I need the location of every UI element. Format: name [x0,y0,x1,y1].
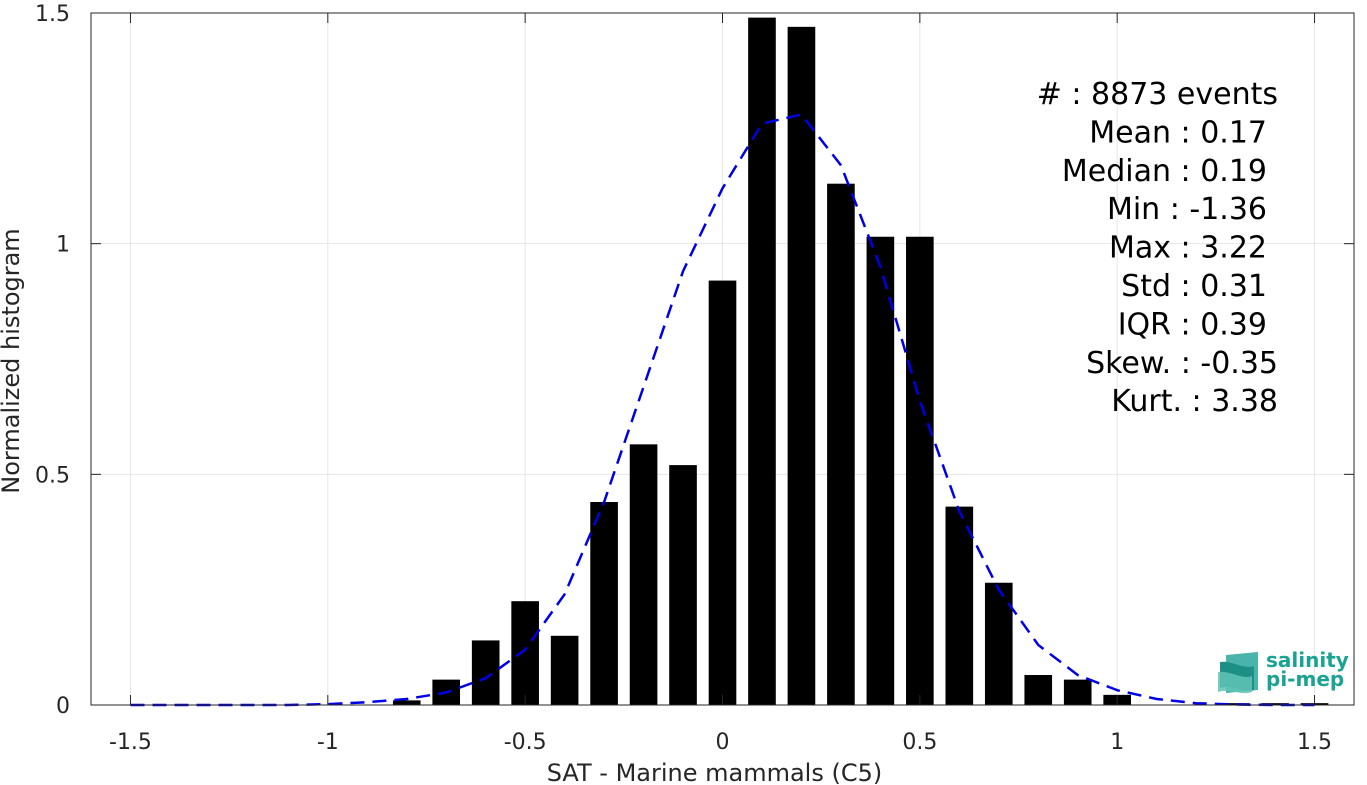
x-tick-label: 1.5 [1297,730,1332,755]
x-tick-label: -1.5 [109,730,152,755]
x-tick-labels: -1.5 -1 -0.5 0 0.5 1 1.5 [109,730,1332,755]
histogram-bar [748,17,776,705]
x-axis-title: SAT - Marine mammals (C5) [547,759,882,785]
histogram-bar [827,183,855,705]
x-tick-label: -1 [317,730,339,755]
x-tick-label: 1 [1110,730,1124,755]
stats-line: IQR : 0.39 [1118,307,1267,342]
salinity-wave-logo-icon [1218,652,1258,694]
histogram-bar [471,640,500,705]
y-tick-label: 0 [56,694,70,719]
stats-line: # : 8873 events [1037,77,1278,112]
y-tick-label: 1 [56,233,70,258]
histogram-bar [708,280,737,705]
y-tick-labels: 0 0.5 1 1.5 [35,2,70,719]
stats-line: Skew. : -0.35 [1086,346,1278,381]
x-tick-label: 0.5 [902,730,937,755]
histogram-bar [590,502,618,705]
histogram-bar [1024,675,1053,705]
y-tick-label: 1.5 [35,2,70,27]
histogram-bar [984,582,1013,705]
histogram-bar [787,26,816,705]
histogram-bar [866,236,895,705]
y-tick-label: 0.5 [35,463,70,488]
histogram-bar [392,700,421,705]
stats-line: Std : 0.31 [1121,269,1267,304]
stats-line: Mean : 0.17 [1089,115,1267,150]
axis-ticks [91,12,1354,706]
logo-text-salinity: salinity [1266,648,1349,672]
histogram-bar [550,635,579,705]
fit-curve-line [130,113,1315,707]
histogram-bars [392,17,1329,705]
histogram-bar [1261,703,1289,705]
y-axis-title: Normalized histogram [0,228,25,493]
histogram-bar [629,444,658,705]
logo-text-pi-mep: pi-mep [1266,667,1344,691]
stats-line: Min : -1.36 [1107,192,1267,227]
x-tick-label: 0 [716,730,730,755]
fit-curve-layer [130,113,1315,707]
histogram-bar [945,506,974,705]
histogram-bar [1221,703,1250,705]
stats-line: Median : 0.19 [1062,154,1267,189]
x-tick-label: -0.5 [504,730,547,755]
salinity-pi-mep-logo: salinity pi-mep [1218,648,1349,694]
histogram-bar [669,465,697,705]
stats-line: Kurt. : 3.38 [1111,384,1278,419]
histogram-bar [906,236,934,705]
histogram-bar [511,601,539,705]
stats-line: Max : 3.22 [1109,231,1267,266]
histogram-bar [1063,679,1092,705]
